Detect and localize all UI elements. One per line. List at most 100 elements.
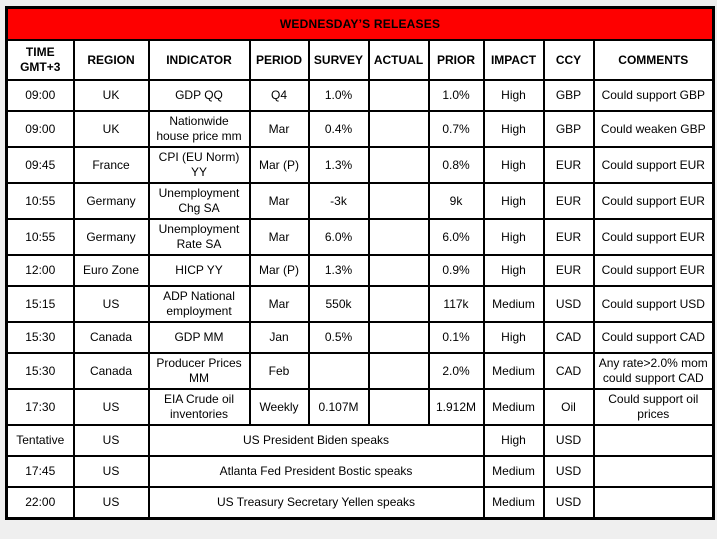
- cell-time: 17:45: [5, 455, 75, 488]
- cell-actual: [367, 182, 430, 220]
- cell-actual: [367, 79, 430, 112]
- cell-region: US: [72, 388, 150, 426]
- cell-impact: Medium: [482, 388, 545, 426]
- cell-time: Tentative: [5, 424, 75, 457]
- cell-survey: 6.0%: [307, 218, 370, 256]
- col-header-actual: ACTUAL: [367, 39, 430, 81]
- cell-region: Canada: [72, 352, 150, 390]
- col-header-time: TIME GMT+3: [5, 39, 75, 81]
- cell-indicator: Unemployment Rate SA: [147, 218, 251, 256]
- cell-comments: [592, 424, 715, 457]
- cell-comments: Could support EUR: [592, 146, 715, 184]
- cell-comments: Could support EUR: [592, 218, 715, 256]
- cell-comments: Could support GBP: [592, 79, 715, 112]
- cell-actual: [367, 254, 430, 287]
- table-row: Tentative US US President Biden speaks High…: [5, 424, 715, 457]
- cell-comments: Could weaken GBP: [592, 110, 715, 148]
- cell-region: UK: [72, 110, 150, 148]
- cell-actual: [367, 352, 430, 390]
- cell-period: Mar: [248, 110, 310, 148]
- cell-impact: High: [482, 79, 545, 112]
- cell-impact: Medium: [482, 486, 545, 519]
- cell-ccy: GBP: [542, 79, 595, 112]
- cell-indicator: Producer Prices MM: [147, 352, 251, 390]
- col-header-comments: COMMENTS: [592, 39, 715, 81]
- cell-comments: Could support EUR: [592, 254, 715, 287]
- col-header-time-line1: TIME: [25, 45, 55, 59]
- cell-survey: 0.107M: [307, 388, 370, 426]
- cell-region: Germany: [72, 182, 150, 220]
- table-row: 09:00 UK Nationwide house price mm Mar 0.4% 0…: [5, 110, 715, 148]
- cell-actual: [367, 110, 430, 148]
- col-header-region: REGION: [72, 39, 150, 81]
- cell-survey: -3k: [307, 182, 370, 220]
- cell-indicator: Unemployment Chg SA: [147, 182, 251, 220]
- cell-actual: [367, 321, 430, 354]
- cell-impact: High: [482, 146, 545, 184]
- cell-period: Mar: [248, 218, 310, 256]
- cell-prior: 0.8%: [427, 146, 485, 184]
- cell-indicator: CPI (EU Norm) YY: [147, 146, 251, 184]
- cell-ccy: EUR: [542, 218, 595, 256]
- col-header-indicator: INDICATOR: [147, 39, 251, 81]
- cell-event: US President Biden speaks: [147, 424, 485, 457]
- cell-time: 15:15: [5, 285, 75, 323]
- cell-comments: Could support CAD: [592, 321, 715, 354]
- cell-period: Mar: [248, 285, 310, 323]
- table-row: 10:55 Germany Unemployment Rate SA Mar 6.0% 6…: [5, 218, 715, 256]
- cell-indicator: HICP YY: [147, 254, 251, 287]
- cell-comments: Any rate>2.0% mom could support CAD: [592, 352, 715, 390]
- cell-region: UK: [72, 79, 150, 112]
- cell-survey: 1.3%: [307, 254, 370, 287]
- cell-indicator: ADP National employment: [147, 285, 251, 323]
- cell-time: 15:30: [5, 352, 75, 390]
- cell-event: US Treasury Secretary Yellen speaks: [147, 486, 485, 519]
- cell-period: Q4: [248, 79, 310, 112]
- cell-period: Feb: [248, 352, 310, 390]
- cell-ccy: EUR: [542, 182, 595, 220]
- cell-actual: [367, 218, 430, 256]
- cell-ccy: CAD: [542, 321, 595, 354]
- table-row: 10:55 Germany Unemployment Chg SA Mar -3k 9k H…: [5, 182, 715, 220]
- cell-prior: 9k: [427, 182, 485, 220]
- cell-comments: [592, 486, 715, 519]
- table-row: 15:30 Canada GDP MM Jan 0.5% 0.1% High CAD Could…: [5, 321, 715, 354]
- cell-survey: 1.3%: [307, 146, 370, 184]
- cell-ccy: USD: [542, 455, 595, 488]
- cell-ccy: EUR: [542, 146, 595, 184]
- cell-period: Mar (P): [248, 146, 310, 184]
- cell-time: 09:00: [5, 110, 75, 148]
- cell-region: US: [72, 455, 150, 488]
- cell-prior: 0.7%: [427, 110, 485, 148]
- cell-ccy: USD: [542, 285, 595, 323]
- cell-actual: [367, 285, 430, 323]
- cell-region: US: [72, 486, 150, 519]
- cell-time: 12:00: [5, 254, 75, 287]
- cell-region: Canada: [72, 321, 150, 354]
- col-header-ccy: CCY: [542, 39, 595, 81]
- cell-ccy: EUR: [542, 254, 595, 287]
- cell-region: France: [72, 146, 150, 184]
- cell-impact: Medium: [482, 285, 545, 323]
- cell-prior: 1.912M: [427, 388, 485, 426]
- cell-survey: 550k: [307, 285, 370, 323]
- cell-ccy: Oil: [542, 388, 595, 426]
- cell-survey: 1.0%: [307, 79, 370, 112]
- table-row: 22:00 US US Treasury Secretary Yellen spea…: [5, 486, 715, 519]
- cell-impact: High: [482, 218, 545, 256]
- cell-impact: High: [482, 254, 545, 287]
- cell-indicator: GDP MM: [147, 321, 251, 354]
- cell-actual: [367, 146, 430, 184]
- cell-ccy: GBP: [542, 110, 595, 148]
- table-row: 09:00 UK GDP QQ Q4 1.0% 1.0% High GBP Could supp…: [5, 79, 715, 112]
- table-title: WEDNESDAY’S RELEASES: [5, 6, 715, 41]
- cell-time: 10:55: [5, 182, 75, 220]
- cell-period: Jan: [248, 321, 310, 354]
- column-header-row: TIME GMT+3 REGION INDICATOR PERIOD SURVE…: [5, 39, 715, 81]
- cell-time: 10:55: [5, 218, 75, 256]
- col-header-survey: SURVEY: [307, 39, 370, 81]
- cell-indicator: Nationwide house price mm: [147, 110, 251, 148]
- cell-survey: 0.4%: [307, 110, 370, 148]
- releases-body: 09:00 UK GDP QQ Q4 1.0% 1.0% High GBP Could supp…: [5, 79, 715, 519]
